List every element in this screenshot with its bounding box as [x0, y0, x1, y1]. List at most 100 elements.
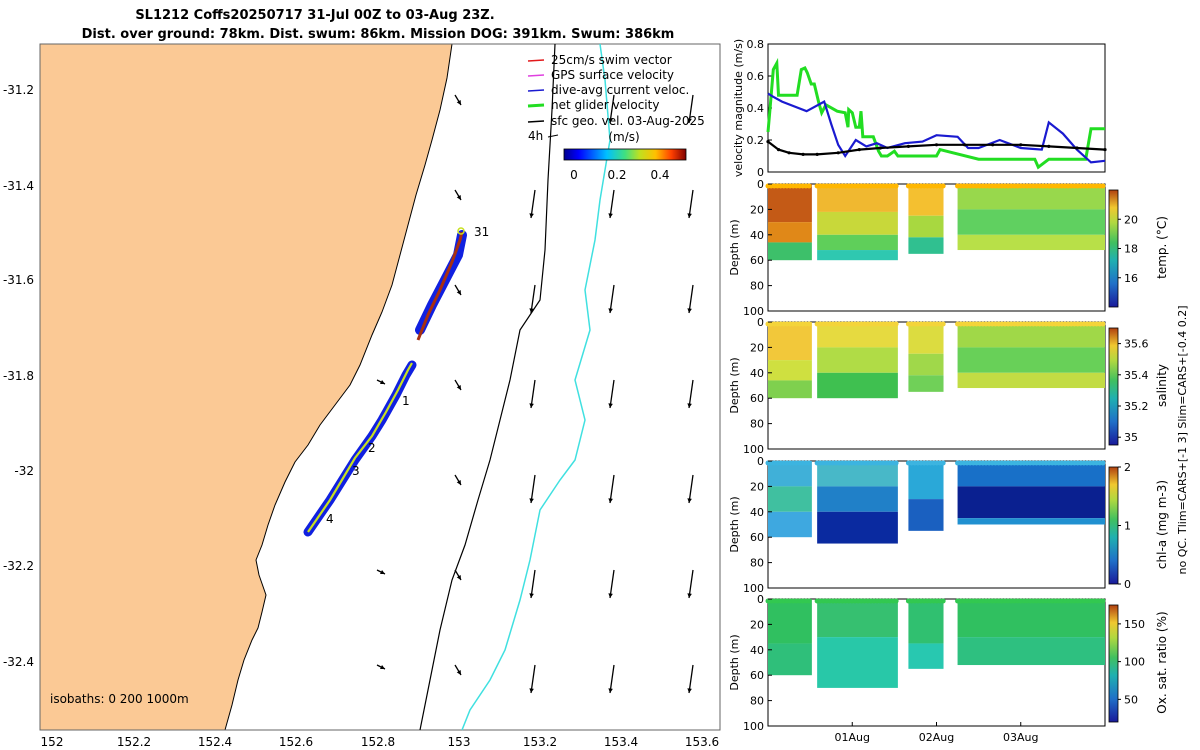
map-y-tick-label: -31.2	[3, 83, 34, 97]
colorbar-tick-label: 0	[570, 168, 578, 182]
map-x-axis: 152 152.2 152.4 152.6 152.8 153 153.2 153.4 153.…	[41, 735, 720, 749]
title-line-2: Dist. over ground: 78km. Dist. swum: 86k…	[82, 27, 675, 42]
legend-swatch	[527, 120, 545, 123]
map-x-tick-label: 153.6	[685, 735, 719, 749]
profile-cell-band	[768, 643, 812, 676]
geo-velocity-arrowhead	[687, 688, 692, 693]
profile-colorbar	[1108, 327, 1119, 446]
isobath-1000m	[461, 43, 611, 731]
depth-tick-label: 100	[743, 443, 764, 456]
geo-velocity-arrowhead	[608, 308, 613, 313]
profile-cell-band	[768, 184, 812, 223]
geo-velocity-arrow	[688, 569, 694, 599]
profile-cell-band	[817, 486, 898, 512]
legend-swatch	[527, 59, 545, 62]
track-day-label: 4	[326, 512, 334, 526]
isobaths-label: isobaths: 0 200 1000m	[50, 692, 189, 706]
velocity-y-tick-label: 0.6	[747, 70, 765, 83]
velocity-series-point	[815, 152, 819, 156]
scale-label: 4h	[528, 129, 543, 143]
profile-cell-band	[817, 637, 898, 688]
velocity-series-point	[906, 144, 911, 148]
side-note: no QC. Tlim=CARS+[-1 3] Slim=CARS+[-0.4 …	[1176, 306, 1189, 575]
depth-axis-label: Depth (m)	[728, 357, 741, 413]
profile-cell-band	[908, 322, 944, 354]
time-axis-label: 03Aug	[1003, 731, 1038, 744]
colorbar-tick-label: 35.6	[1124, 338, 1149, 351]
track-day-label: 2	[368, 441, 376, 455]
depth-axis-label: Depth (m)	[728, 634, 741, 690]
velocity-series-line	[767, 92, 1106, 164]
map-x-tick-label: 152.2	[117, 735, 151, 749]
colorbar-tick-label: 35.4	[1124, 369, 1149, 382]
depth-tick-label: 40	[750, 644, 764, 657]
colorbar-tick-label: 2	[1124, 461, 1131, 474]
depth-tick-label: 100	[743, 582, 764, 595]
geo-velocity-arrow	[530, 664, 536, 694]
time-axis-label: 01Aug	[835, 731, 870, 744]
velocity-series-point	[962, 143, 967, 147]
track-day-label: 3	[352, 464, 360, 478]
profile-cell-band	[817, 511, 898, 544]
colorbar-tick-label: 150	[1124, 618, 1145, 631]
surface-sample-dot	[940, 460, 946, 466]
map-y-tick-label: -32	[14, 464, 34, 478]
depth-tick-label: 0	[757, 593, 764, 606]
geo-velocity-arrow	[688, 189, 694, 219]
depth-tick-label: 60	[750, 531, 764, 544]
depth-tick-label: 80	[750, 695, 764, 708]
geo-velocity-arrowhead	[456, 195, 461, 200]
geo-velocity-arrowhead	[687, 213, 692, 218]
depth-tick-label: 80	[750, 418, 764, 431]
geo-velocity-arrow	[609, 569, 615, 599]
profile-cell-band	[768, 242, 812, 261]
velocity-series-point	[1019, 143, 1023, 147]
profile-cell-band	[957, 486, 1105, 519]
colorbar-label: chl-a (mg m-3)	[1155, 480, 1169, 569]
profile-cell-band	[908, 353, 944, 376]
map-x-tick-label: 153.2	[523, 735, 557, 749]
colorbar-tick-label: 0	[1124, 578, 1131, 591]
map-x-tick-label: 153	[448, 735, 471, 749]
geo-velocity-arrowhead	[456, 670, 461, 675]
legend-swatch	[527, 89, 545, 92]
geo-velocity-arrowhead	[456, 480, 461, 485]
speed-colorbar-ticks: 0 0.2 0.4	[570, 168, 669, 182]
velocity-series-point	[766, 140, 770, 144]
velocity-series-point	[1075, 146, 1079, 150]
velocity-y-tick-label: 0.8	[747, 38, 765, 51]
geo-velocity-arrowhead	[529, 593, 534, 598]
colorbar-tick-label: 16	[1124, 272, 1138, 285]
surface-sample-dot	[806, 183, 812, 189]
colorbar-tick-label: 1	[1124, 520, 1131, 533]
surface-sample-dot	[893, 598, 899, 604]
map-x-tick-label: 152	[41, 735, 64, 749]
geo-velocity-arrowhead	[608, 403, 613, 408]
velocity-y-tick-label: 0	[757, 166, 764, 179]
geo-velocity-arrowhead	[380, 664, 385, 670]
geo-velocity-arrow	[530, 189, 536, 219]
map-frame	[39, 43, 721, 731]
geo-velocity-arrowhead	[608, 498, 613, 503]
geo-velocity-arrowhead	[380, 569, 385, 575]
map-y-tick-label: -32.4	[3, 655, 34, 669]
velocity-series-point	[857, 148, 861, 152]
colorbar-label: Ox. sat. ratio (%)	[1155, 611, 1169, 713]
profile-cell-band	[957, 347, 1105, 373]
velocity-series-point	[1103, 148, 1107, 152]
net-glider-velocity-track	[307, 362, 413, 533]
surface-sample-dot	[893, 460, 899, 466]
legend-label: 25cm/s swim vector	[551, 53, 672, 67]
profile-cell-band	[957, 518, 1105, 525]
depth-axis-label: Depth (m)	[728, 219, 741, 275]
isobath-200m	[419, 43, 556, 731]
velocity-series-point	[1047, 144, 1051, 148]
colorbar-tick-label: 100	[1124, 656, 1145, 669]
speed-colorbar	[563, 148, 687, 161]
velocity-plot-area	[767, 43, 1106, 173]
legend-label: sfc geo. vel. 03-Aug-2025	[551, 114, 705, 128]
profile-cell-band	[817, 372, 898, 399]
